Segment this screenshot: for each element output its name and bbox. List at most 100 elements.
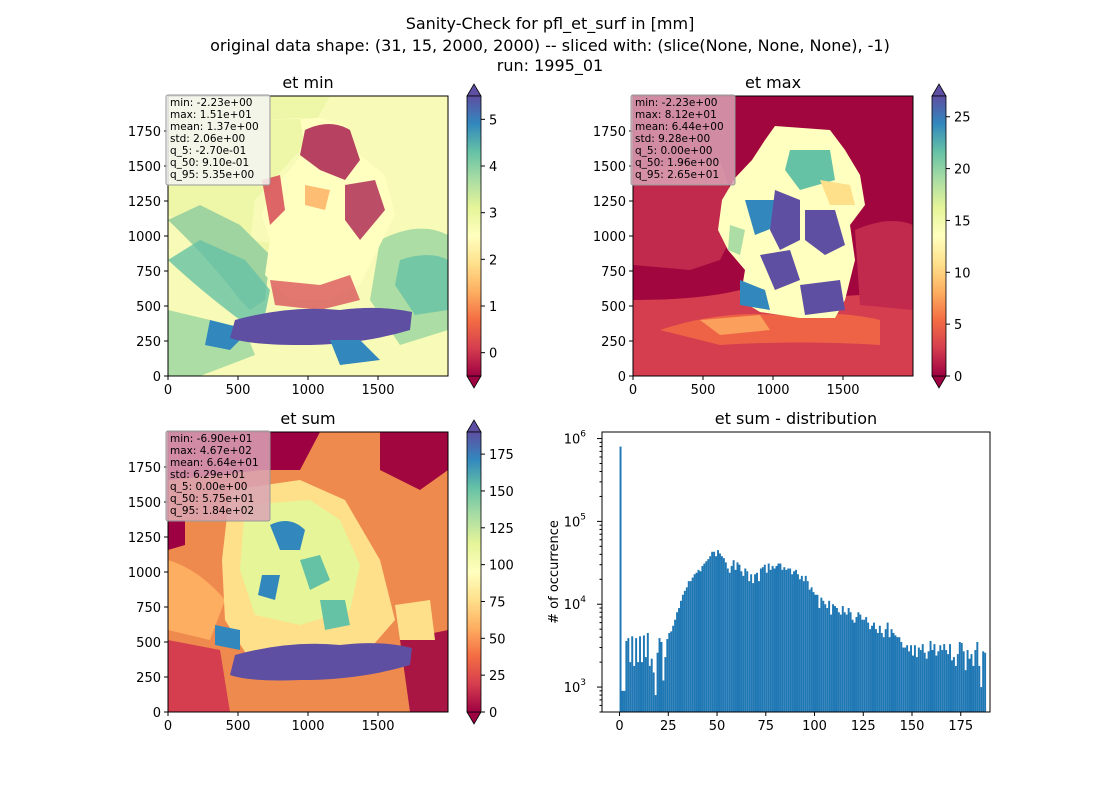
histogram-bar	[674, 619, 677, 712]
histogram-bar	[637, 662, 640, 712]
histogram-bar	[841, 606, 844, 712]
histogram-bar	[627, 638, 630, 712]
histogram-bar	[660, 641, 663, 712]
y-tick-label: 250	[136, 335, 161, 350]
stats-line: q_95: 1.84e+02	[170, 505, 254, 517]
panel-title-et-max: et max	[745, 73, 801, 92]
colorbar-et-max: 0 5 10 15 20 25	[931, 83, 971, 389]
histogram-bar	[683, 590, 686, 712]
y-tick-exponent: 3	[580, 678, 586, 688]
histogram-bar	[685, 587, 688, 712]
histogram-bar	[662, 680, 665, 712]
histogram-bar	[853, 622, 856, 712]
histogram-bar	[699, 571, 702, 712]
histogram-bar	[970, 654, 973, 712]
x-tick-label: 1000	[756, 383, 789, 398]
suptitle-line3: run: 1995_01	[497, 56, 603, 76]
histogram-bar	[935, 655, 938, 712]
y-tick-exponent: 5	[580, 512, 586, 522]
histogram-bar	[892, 632, 895, 712]
x-tick-label: 500	[691, 383, 716, 398]
histogram-bar	[644, 657, 647, 712]
y-tick-exponent: 4	[580, 595, 586, 605]
histogram-bar	[886, 622, 889, 712]
stats-line: max: 1.51e+01	[170, 109, 252, 121]
histogram-bar	[951, 660, 953, 712]
y-tick-label: 0	[153, 370, 161, 385]
colorbar-extend-min	[466, 375, 482, 389]
histogram-bar	[845, 614, 848, 712]
histogram-bar	[806, 581, 809, 712]
stats-box-background	[165, 94, 271, 186]
histogram-bar	[798, 579, 801, 712]
histogram-bar	[800, 575, 803, 712]
histogram-bar	[839, 614, 842, 712]
histogram-bar	[715, 556, 718, 712]
y-tick-label: 1750	[128, 461, 161, 476]
histogram-bar	[625, 640, 628, 712]
histogram-bar	[744, 568, 747, 712]
histogram-bar	[711, 551, 714, 712]
histogram-bar	[933, 644, 936, 712]
histogram-bar	[904, 647, 907, 712]
histogram-bar	[773, 568, 776, 712]
histogram-bar	[968, 658, 971, 712]
histogram-bar	[835, 608, 838, 712]
histogram-bar	[855, 617, 858, 712]
x-tick-label: 0	[164, 719, 172, 734]
stats-line: q_50: 1.96e+00	[635, 157, 719, 169]
histogram-bar	[629, 662, 632, 712]
histogram-bar	[972, 665, 975, 712]
histogram-bar	[947, 654, 950, 712]
stats-line: std: 6.29e+01	[170, 469, 245, 481]
histogram-bar	[978, 665, 981, 712]
y-tick-label: 750	[136, 265, 161, 280]
colorbar-tick-label: 25	[954, 111, 971, 126]
histogram-bar	[890, 629, 893, 712]
colorbar-tick-label: 5	[954, 318, 962, 333]
histogram-bar	[621, 690, 624, 712]
histogram-bar	[929, 640, 932, 712]
histogram-bar	[789, 568, 792, 712]
y-tick-label: 0	[153, 706, 161, 721]
histogram-bar	[865, 617, 868, 712]
histogram-bar	[642, 635, 645, 712]
histogram-bar	[738, 564, 741, 712]
colorbar-extend-min	[466, 711, 482, 725]
y-tick-label: 250	[136, 671, 161, 686]
histogram-bar	[691, 577, 694, 712]
y-tick-label: 500	[136, 300, 161, 315]
histogram-bar	[742, 575, 745, 712]
histogram-bar	[689, 581, 692, 712]
stats-line: max: 8.12e+01	[635, 109, 717, 121]
histogram-bar	[816, 594, 819, 712]
x-axis-et-max: 0 500 1000 1500	[629, 376, 860, 398]
panel-et-sum-distribution: et sum - distribution 0 25 50 75 100 125 150 17…	[547, 409, 991, 734]
panel-et-sum: et sum 0 500 1000 1500 02505007501000125015…	[128, 409, 514, 734]
histogram-bar	[752, 583, 755, 712]
histogram-bar	[828, 600, 831, 712]
y-axis-et-sum: 0 250 500 750 1000 1250 1500 1750	[128, 461, 168, 721]
histogram-bar	[750, 574, 753, 712]
histogram-bar	[640, 662, 643, 712]
histogram-bar	[962, 651, 965, 712]
histogram-bar	[884, 629, 887, 712]
histogram-bar	[826, 608, 829, 712]
histogram-bar	[717, 550, 719, 712]
histogram-bar	[668, 632, 671, 712]
histogram-bar	[927, 651, 930, 712]
y-tick-exponent: 6	[580, 430, 586, 440]
colorbar-extend-max	[466, 83, 482, 97]
y-tick-label: 1000	[593, 230, 626, 245]
stats-line: std: 2.06e+00	[170, 133, 245, 145]
colorbar-tick-label: 75	[489, 595, 506, 610]
histogram-bar	[931, 650, 934, 712]
x-tick-label: 75	[758, 719, 775, 734]
histogram-bar	[818, 608, 821, 712]
histogram-bar	[672, 625, 675, 712]
histogram-bar	[921, 644, 924, 712]
histogram-bar	[666, 639, 669, 712]
histogram-bar	[851, 619, 854, 712]
colorbar-tick-label: 2	[489, 253, 497, 268]
histogram-bar	[906, 645, 909, 712]
